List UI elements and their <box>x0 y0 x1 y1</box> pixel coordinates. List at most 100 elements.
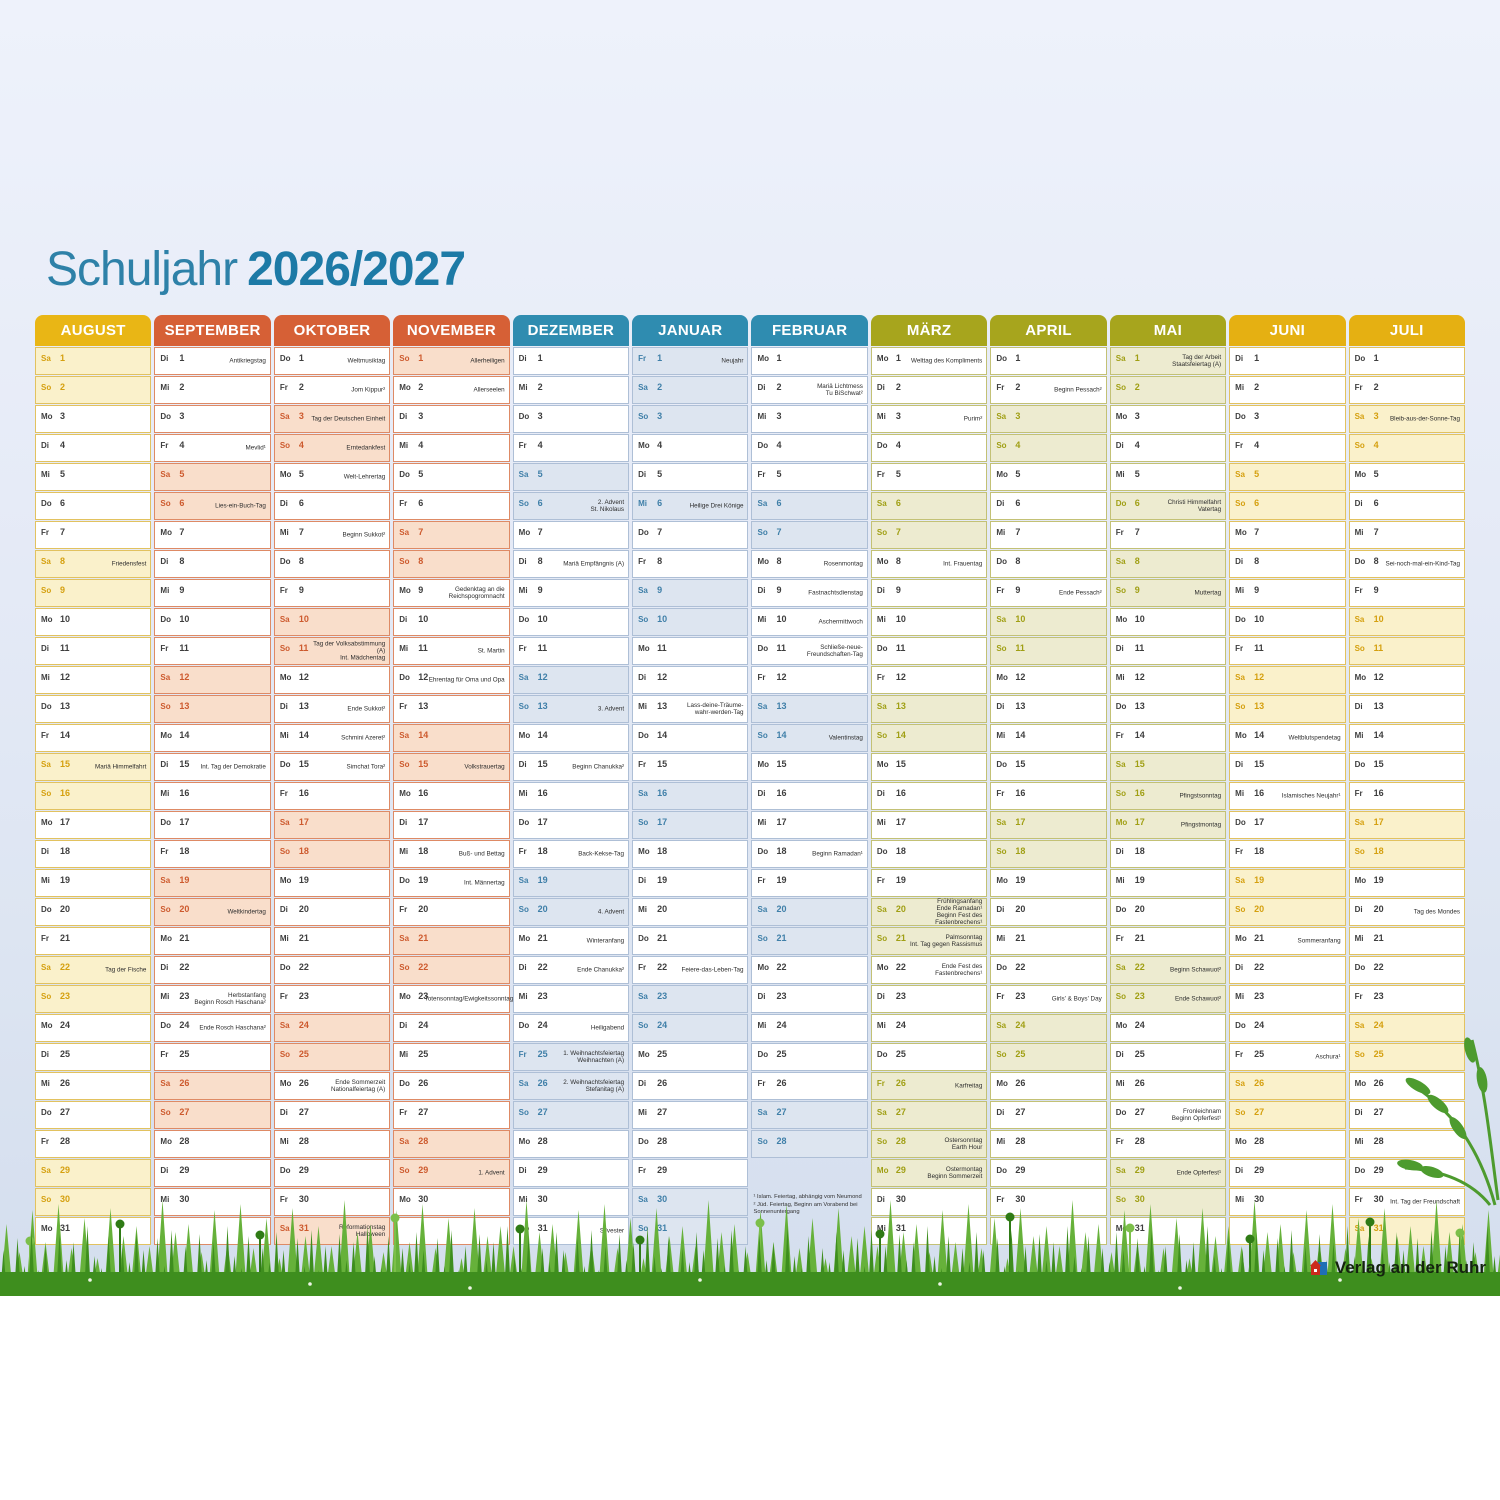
day-row: Fr 28 <box>1109 1130 1227 1158</box>
day-row: Sa 5 <box>512 463 630 491</box>
day-row: So 6 <box>1229 492 1346 520</box>
day-number: 28 <box>537 1136 548 1146</box>
day-event: Int. Frauentag <box>943 560 983 568</box>
day-event: Frühlingsanfang Ende Ramadan¹ Beginn Fes… <box>935 898 983 926</box>
day-row: Di 17 <box>393 811 510 839</box>
weekday-label: Mo <box>1235 1137 1247 1146</box>
weekday-label: Mo <box>1115 1224 1128 1233</box>
weekday-label: Do <box>996 1166 1007 1175</box>
day-row: So 13 <box>1229 695 1346 723</box>
day-row: So 13 <box>154 695 271 723</box>
weekday-label: Mi <box>996 934 1006 943</box>
day-row: Do 7 <box>632 521 749 549</box>
weekday-label: So <box>399 557 410 566</box>
day-number: 19 <box>895 875 906 885</box>
day-number: 16 <box>179 788 190 798</box>
day-row: Fr 6 <box>393 492 510 520</box>
day-number: 9 <box>776 585 782 595</box>
weekday-label: Mi <box>1115 470 1125 479</box>
day-row: Di 8 <box>154 550 271 578</box>
month-column-juli: JULI Do 1 Fr 2 Sa 3 Bleib-aus-der-Sonne-Tag So 4 M… <box>1348 315 1465 1246</box>
day-row: Fr 18 <box>1229 840 1346 868</box>
weekday-label: Mi <box>279 1137 289 1146</box>
weekday-label: So <box>876 528 888 537</box>
weekday-label: Mo <box>996 470 1008 479</box>
day-row: Sa 24 <box>273 1014 391 1042</box>
weekday-label: Di <box>638 1079 647 1088</box>
weekday-label: Sa <box>518 470 529 479</box>
day-number: 9 <box>657 585 663 595</box>
day-number: 13 <box>537 701 548 711</box>
day-number: 26 <box>1373 1078 1384 1088</box>
day-row: So 25 <box>273 1043 391 1071</box>
day-row: Do 22 <box>1348 956 1465 984</box>
day-event: Rosenmontag <box>823 560 863 568</box>
day-number: 7 <box>418 527 424 537</box>
weekday-label: Sa <box>160 470 171 479</box>
day-event: Int. Tag der Demokratie <box>200 763 266 771</box>
day-event: Beginn Sukkot² <box>342 531 386 539</box>
day-number: 26 <box>60 1078 71 1088</box>
day-number: 13 <box>60 701 71 711</box>
day-row: Mo 21 <box>154 927 271 955</box>
day-number: 28 <box>657 1136 668 1146</box>
weekday-label: Fr <box>399 702 408 711</box>
weekday-label: Mi <box>160 383 170 392</box>
day-row: Fr 30 <box>273 1188 391 1216</box>
day-row: Di 22 <box>154 956 271 984</box>
day-number: 18 <box>657 846 668 856</box>
day-row: So 4 <box>990 434 1107 462</box>
weekday-label: Do <box>1354 354 1366 363</box>
day-number: 14 <box>537 730 548 740</box>
day-number: 15 <box>298 759 309 769</box>
weekday-label: Mi <box>757 1021 767 1030</box>
day-number: 6 <box>60 498 66 508</box>
day-row: Fr 4 Mevlid¹ <box>154 434 271 462</box>
day-row: Di 6 <box>1348 492 1465 520</box>
day-number: 25 <box>1015 1049 1026 1059</box>
weekday-label: Do <box>1354 557 1366 566</box>
day-row: Fr 9 Ende Pessach² <box>990 579 1107 607</box>
day-number: 29 <box>418 1165 429 1175</box>
weekday-label: Fr <box>279 789 288 798</box>
day-number: 22 <box>60 962 71 972</box>
day-number: 8 <box>1015 556 1021 566</box>
day-number: 6 <box>179 498 185 508</box>
day-row: Sa 19 <box>154 869 271 897</box>
day-number: 16 <box>60 788 71 798</box>
weekday-label: Do <box>518 412 530 421</box>
day-number: 5 <box>60 469 66 479</box>
day-number: 19 <box>1134 875 1145 885</box>
day-row: Sa 17 <box>1348 811 1465 839</box>
day-row: So 30 <box>1109 1188 1227 1216</box>
day-row: So 16 Pfingstsonntag <box>1109 782 1227 810</box>
weekday-label: Mi <box>876 1021 886 1030</box>
day-row: Sa 20 <box>751 898 868 926</box>
day-number: 20 <box>1015 904 1026 914</box>
day-event: Erntedankfest <box>346 444 386 452</box>
day-row: Mo 19 <box>273 869 391 897</box>
day-row: So 3 <box>632 405 749 433</box>
day-number: 18 <box>179 846 190 856</box>
weekday-label: So <box>41 1195 52 1204</box>
day-event: Welttag des Kompliments <box>911 357 983 365</box>
weekday-label: Sa <box>1354 1021 1365 1030</box>
day-row: Di 29 <box>512 1159 630 1187</box>
day-number: 3 <box>60 411 66 421</box>
day-row: Di 29 <box>1229 1159 1346 1187</box>
day-event: 4. Advent <box>597 908 625 916</box>
weekday-label: Fr <box>279 1195 288 1204</box>
day-row: Di 16 <box>870 782 988 810</box>
weekday-label: Mi <box>1235 383 1245 392</box>
day-number: 27 <box>1373 1107 1384 1117</box>
day-row: Sa 1 <box>35 347 152 375</box>
day-row: Fr 16 <box>990 782 1107 810</box>
day-row: Mo 12 <box>273 666 391 694</box>
day-row: Sa 13 <box>870 695 988 723</box>
day-number: 26 <box>179 1078 190 1088</box>
day-number: 27 <box>1254 1107 1265 1117</box>
day-number: 18 <box>1015 846 1026 856</box>
weekday-label: Do <box>399 1079 410 1088</box>
day-event: Weltmusiktag <box>347 357 386 365</box>
day-row: Mi 12 <box>1109 666 1227 694</box>
